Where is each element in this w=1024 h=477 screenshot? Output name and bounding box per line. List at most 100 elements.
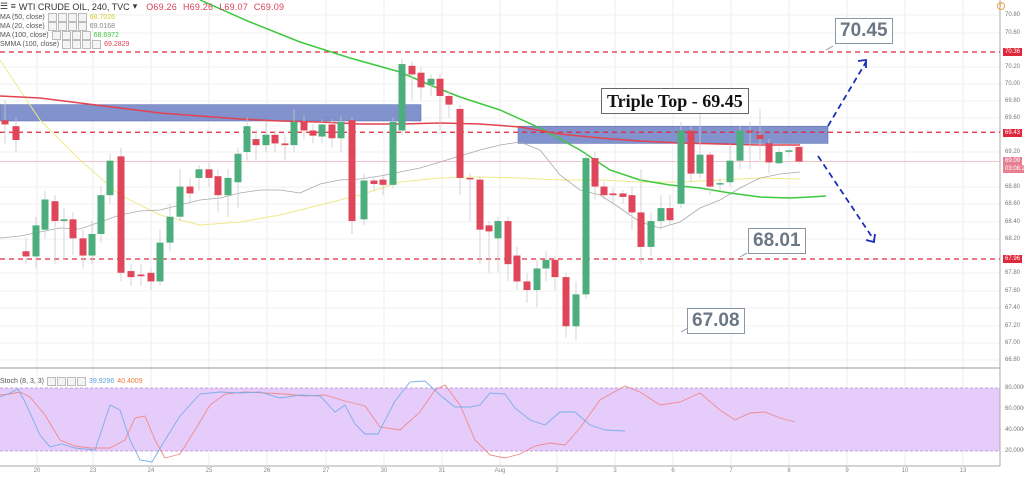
symbol-header[interactable]: ☰ ≡ WTI CRUDE OIL, 240, TVC ▾ O69.26 H69… [0,1,284,12]
candle[interactable] [408,61,416,101]
candle[interactable] [600,182,608,200]
candle[interactable] [360,173,368,226]
candle[interactable] [582,152,590,299]
candle[interactable] [147,268,155,291]
candle[interactable] [69,212,77,256]
legend-controls[interactable] [62,40,102,49]
legend-controls[interactable] [47,22,87,31]
candle[interactable] [785,148,793,154]
candle[interactable] [746,121,754,170]
target-down-callout[interactable]: 68.01 [748,228,806,254]
candle[interactable] [300,115,308,140]
candle[interactable] [234,147,242,209]
candle[interactable] [22,238,30,265]
candle[interactable] [79,229,87,269]
candle[interactable] [609,188,617,204]
candle[interactable] [60,208,68,260]
candle[interactable] [1,100,9,144]
low-callout[interactable]: 67.08 [687,308,745,334]
candle[interactable] [271,130,279,153]
candle[interactable] [195,164,203,191]
target-up-callout[interactable]: 70.45 [835,18,893,44]
candle[interactable] [494,216,502,273]
candle[interactable] [106,153,114,204]
legend-ma-100[interactable]: MA (100, close) 68.6972 [0,31,119,40]
candle[interactable] [379,176,387,196]
candle[interactable] [726,143,734,187]
candle[interactable] [572,281,580,341]
candle[interactable] [445,91,453,118]
symbol-title[interactable]: WTI CRUDE OIL, 240, TVC [18,1,130,12]
triple-top-label[interactable]: Triple Top - 69.45 [601,88,749,114]
candle[interactable] [309,124,317,144]
legend-ma-50[interactable]: MA (50, close) 68.7026 [0,13,116,22]
candle[interactable] [647,212,655,256]
legend-stoch[interactable]: Stoch (8, 3, 3) 39.9296 40.4009 [0,377,143,386]
candle[interactable] [252,130,260,161]
candle[interactable] [12,117,20,153]
candle[interactable] [504,216,512,282]
candle[interactable] [156,229,164,286]
candle[interactable] [775,147,783,165]
candle[interactable] [716,177,724,191]
candle[interactable] [337,115,345,153]
candle[interactable] [466,173,474,222]
candle[interactable] [281,134,289,161]
candle[interactable] [127,264,135,286]
candle[interactable] [176,169,184,222]
candle[interactable] [370,176,378,191]
candle[interactable] [389,117,397,189]
info-icon[interactable]: ! [997,2,1005,10]
candle[interactable] [657,195,665,230]
resistance-zone[interactable] [0,104,422,122]
candle[interactable] [706,152,714,196]
candle[interactable] [456,104,464,196]
candle[interactable] [542,251,550,282]
legend-controls[interactable] [51,31,91,40]
candle[interactable] [186,177,194,204]
hamburger-icon[interactable]: ☰ ≡ [0,1,16,11]
candle[interactable] [328,119,336,148]
candle[interactable] [696,108,704,178]
dropdown-icon[interactable]: ▾ [132,1,138,11]
candle[interactable] [117,147,125,282]
candle[interactable] [765,139,773,174]
legend-controls[interactable] [47,13,87,22]
bearish-projection-arrow[interactable] [817,155,875,241]
candle[interactable] [562,272,570,338]
candle[interactable] [398,58,406,135]
candle[interactable] [619,190,627,204]
candle[interactable] [417,67,425,101]
legend-controls[interactable] [46,377,86,386]
candle[interactable] [262,121,270,153]
candle[interactable] [485,221,493,273]
candlesticks[interactable] [1,58,803,341]
candle[interactable] [436,74,444,131]
candle[interactable] [628,186,636,230]
candle[interactable] [97,186,105,243]
candle[interactable] [533,259,541,308]
bullish-projection-arrow[interactable] [827,61,867,127]
horizontal-levels[interactable] [0,51,1000,260]
candle[interactable] [41,190,49,239]
candle[interactable] [224,169,232,217]
candle[interactable] [290,108,298,153]
candle[interactable] [166,203,174,252]
candle[interactable] [51,195,59,265]
candle[interactable] [318,119,326,144]
legend-smma-100[interactable]: SMMA (100, close) 69.2829 [0,40,130,49]
candle[interactable] [523,272,531,303]
legend-ma-20[interactable]: MA (20, close) 69.0168 [0,22,116,31]
candle[interactable] [137,264,145,286]
candle[interactable] [551,255,559,291]
projection-arrows[interactable] [817,58,876,244]
candle[interactable] [214,169,222,213]
candle[interactable] [427,74,435,96]
candle[interactable] [348,117,356,234]
candle[interactable] [88,221,96,265]
candle[interactable] [243,117,251,161]
candle[interactable] [591,152,599,200]
candle[interactable] [205,162,213,187]
candle[interactable] [756,108,764,161]
